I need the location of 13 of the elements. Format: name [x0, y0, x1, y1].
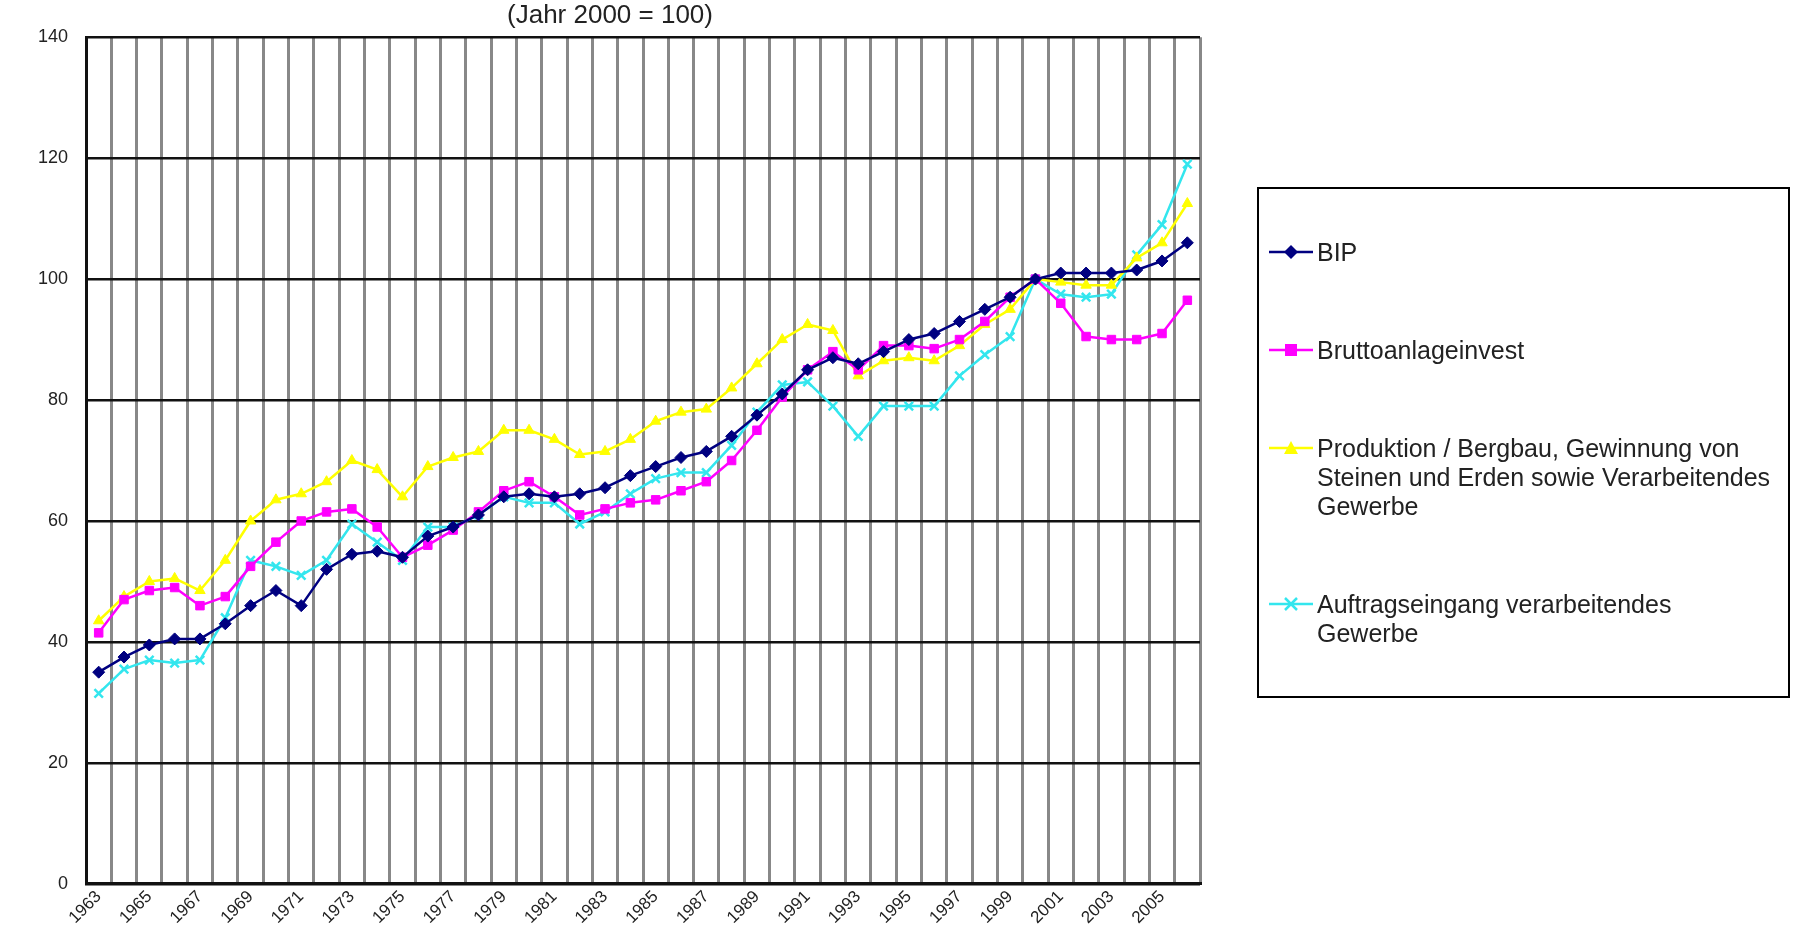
y-tick-label: 80 [48, 389, 69, 410]
y-tick-label: 0 [58, 872, 69, 893]
y-tick-label: 120 [37, 147, 69, 168]
y-tick-label: 100 [37, 268, 69, 289]
y-tick-label: 40 [48, 630, 69, 651]
legend-label: BIP [1317, 237, 1358, 267]
legend-label: Produktion / Bergbau, Gewinnung von Steinen und Erden sowie Verarbeitendes Gewerbe [1317, 433, 1772, 521]
chart-title: (Jahr 2000 = 100) [507, 0, 713, 29]
y-tick-label: 140 [37, 26, 69, 47]
y-tick-label: 20 [48, 751, 69, 772]
legend-label: Bruttoanlageinvest [1317, 335, 1525, 365]
legend-label: Auftragseingang verarbeitendes Gewerbe [1317, 589, 1673, 648]
y-tick-label: 60 [48, 509, 69, 530]
